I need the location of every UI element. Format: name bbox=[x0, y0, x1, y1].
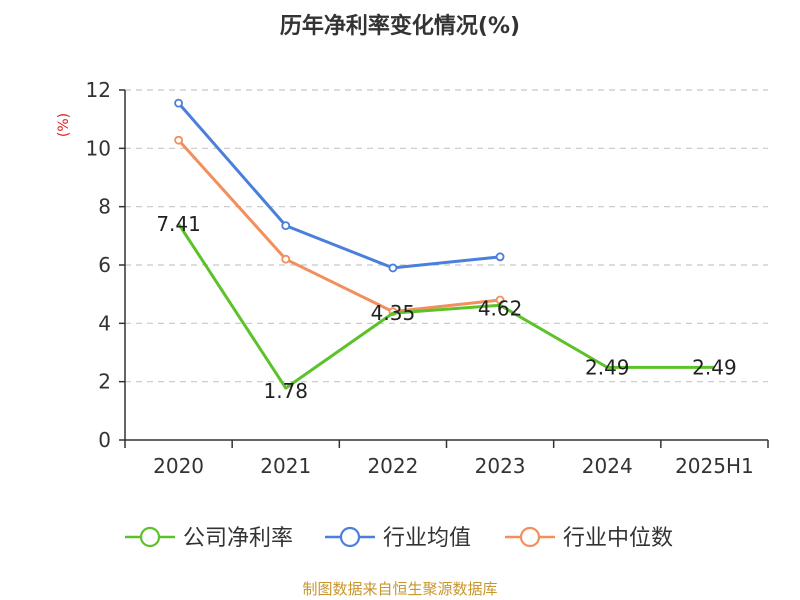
chart-title: 历年净利率变化情况(%) bbox=[280, 13, 520, 39]
gridlines bbox=[125, 89, 768, 383]
series-line-2 bbox=[177, 139, 501, 314]
series-2-point-2020 bbox=[174, 135, 183, 145]
data-label-2024: 2.49 bbox=[585, 355, 630, 379]
series-2-point-2023 bbox=[495, 295, 505, 305]
series-2-point-2021 bbox=[281, 254, 291, 264]
x-tick-label-2021: 2021 bbox=[260, 454, 311, 478]
series-line-0 bbox=[177, 223, 715, 390]
y-tick-label-12: 12 bbox=[86, 78, 111, 102]
legend-item-0[interactable]: 公司净利率 bbox=[125, 526, 293, 551]
data-label-2025H1: 2.49 bbox=[692, 355, 737, 379]
x-tick-label-2020: 2020 bbox=[153, 454, 204, 478]
series-lines bbox=[174, 98, 715, 390]
data-labels: 7.41 1.78 4.35 4.62 2.49 2.49 bbox=[156, 212, 736, 403]
series-1-point-2022 bbox=[388, 263, 398, 273]
axes: 0 2 4 6 8 10 12 2020 2021 2022 2023 2024 2025H1 bbox=[86, 78, 769, 478]
data-label-2022: 4.35 bbox=[371, 301, 416, 325]
legend-item-1[interactable]: 行业均值 bbox=[325, 526, 471, 551]
y-axis-unit-label: (%) bbox=[56, 113, 72, 137]
data-label-2023: 4.62 bbox=[478, 296, 523, 320]
x-tick-label-2024: 2024 bbox=[582, 454, 633, 478]
series-line-1 bbox=[177, 102, 501, 270]
legend-label-0: 公司净利率 bbox=[183, 526, 293, 551]
series-1-point-2023 bbox=[495, 252, 505, 262]
y-tick-label-8: 8 bbox=[98, 195, 111, 219]
y-tick-label-2: 2 bbox=[98, 370, 111, 394]
y-tick-label-0: 0 bbox=[98, 428, 111, 452]
legend-marker-0 bbox=[139, 526, 161, 548]
y-tick-label-6: 6 bbox=[98, 253, 111, 277]
legend-marker-2 bbox=[519, 526, 541, 548]
legend-marker-1 bbox=[339, 526, 361, 548]
x-tick-label-2022: 2022 bbox=[367, 454, 418, 478]
data-label-2020: 7.41 bbox=[156, 212, 201, 236]
legend-label-2: 行业中位数 bbox=[563, 526, 673, 551]
y-tick-label-10: 10 bbox=[86, 136, 111, 160]
x-tick-label-2023: 2023 bbox=[475, 454, 526, 478]
y-tick-label-4: 4 bbox=[98, 311, 111, 335]
legend[interactable]: 公司净利率 行业均值 行业中位数 bbox=[125, 526, 673, 551]
data-source-note: 制图数据来自恒生聚源数据库 bbox=[302, 580, 497, 598]
series-1-point-2020 bbox=[174, 98, 183, 108]
x-tick-label-2025H1: 2025H1 bbox=[675, 454, 754, 478]
data-label-2021: 1.78 bbox=[263, 379, 308, 403]
series-1-point-2021 bbox=[281, 221, 291, 231]
legend-item-2[interactable]: 行业中位数 bbox=[505, 526, 673, 551]
legend-label-1: 行业均值 bbox=[383, 526, 471, 551]
